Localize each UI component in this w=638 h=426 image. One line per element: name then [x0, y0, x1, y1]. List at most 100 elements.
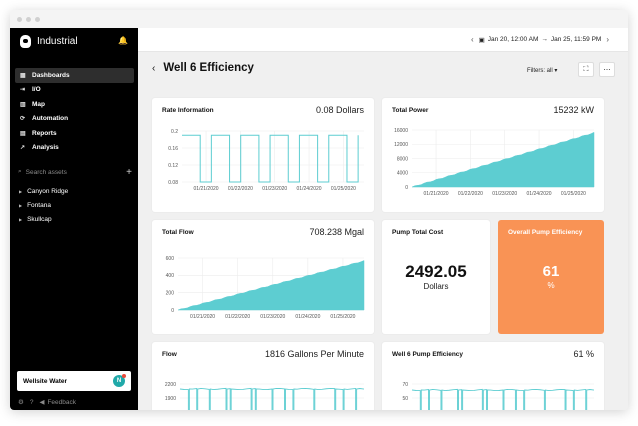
notification-dot: [122, 374, 126, 378]
asset-item[interactable]: ▶ Canyon Ridge: [19, 188, 68, 195]
topbar: ‹ ▣ Jan 20, 12:00 AM → Jan 25, 11:59 PM …: [138, 28, 628, 52]
window-dot: [17, 17, 22, 22]
y-tick-label: 16000: [394, 128, 408, 134]
page-header: ‹ Well 6 Efficiency: [152, 62, 254, 74]
arrow-right-icon: →: [541, 36, 548, 43]
card-flow: Flow 1816 Gallons Per Minute 2200 1900 160…: [152, 342, 374, 410]
big-unit: %: [547, 281, 555, 290]
x-tick-label: 01/23/2020: [492, 191, 517, 197]
big-value: 2492.05: [405, 262, 467, 281]
search-input[interactable]: Search assets: [25, 168, 67, 176]
back-icon[interactable]: ‹: [152, 62, 156, 74]
rate-chart: 0.08 0.12 0.16 0.2 01/21/2020 01/22/2020 01/23…: [168, 129, 364, 192]
x-tick-label: 01/21/2020: [194, 186, 219, 192]
sidebar-item-automation[interactable]: ⟳ Automation: [15, 112, 134, 127]
filters-dropdown[interactable]: Filters: all ▾: [527, 68, 558, 74]
x-tick-label: 01/21/2020: [424, 191, 449, 197]
sidebar-item-io[interactable]: ⇥ I/O: [15, 83, 134, 98]
card-title: Overall Pump Efficiency: [508, 229, 583, 236]
y-tick-label: 0.12: [168, 163, 178, 169]
megaphone-icon[interactable]: ◀: [39, 399, 45, 406]
add-asset-icon[interactable]: +: [126, 166, 132, 178]
sidebar-item-map[interactable]: ▥ Map: [15, 97, 134, 112]
card-title: Flow: [162, 351, 177, 358]
x-tick-label: 01/25/2020: [561, 191, 586, 197]
date-start[interactable]: Jan 20, 12:00 AM: [487, 36, 539, 43]
feedback-link[interactable]: Feedback: [47, 398, 76, 406]
asset-label: Canyon Ridge: [27, 188, 69, 195]
y-tick-label: 0.08: [168, 180, 178, 186]
calendar-icon[interactable]: ▣: [478, 36, 485, 44]
y-tick-label: 600: [166, 256, 175, 262]
x-tick-label: 01/22/2020: [225, 314, 250, 320]
main-content: ‹ ▣ Jan 20, 12:00 AM → Jan 25, 11:59 PM …: [138, 28, 628, 410]
card-value: 0.08 Dollars: [315, 105, 364, 115]
x-tick-label: 01/25/2020: [331, 186, 356, 192]
asset-item[interactable]: ▶ Skullcap: [19, 216, 52, 223]
x-tick-label: 01/21/2020: [190, 314, 215, 320]
caret-right-icon: ▶: [19, 203, 23, 208]
total-flow-chart: 0 200 400 600 01/21/2020 01/22/2020 01/23/2020…: [166, 256, 365, 320]
chevron-right-icon[interactable]: ›: [606, 35, 609, 44]
sidebar-footer: ⚙ ? ◀ Feedback: [18, 398, 82, 407]
help-icon[interactable]: ?: [29, 398, 34, 406]
area-series: [411, 131, 595, 188]
x-tick-label: 01/22/2020: [228, 186, 253, 192]
sidebar-item-analysis[interactable]: ↗ Analysis: [15, 141, 134, 156]
y-tick-label: 200: [166, 290, 175, 296]
page-title: Well 6 Efficiency: [163, 62, 254, 74]
window-dot: [26, 17, 31, 22]
big-unit: Dollars: [423, 282, 449, 291]
card-value: 61 %: [573, 349, 594, 359]
line-series: [411, 388, 595, 410]
grid-icon: ▦: [20, 72, 26, 79]
map-icon: ▥: [20, 101, 26, 108]
fullscreen-button[interactable]: ⛶: [578, 62, 594, 77]
y-tick-label: 12000: [394, 142, 408, 148]
y-tick-label: 0.16: [168, 146, 178, 152]
logo-icon: [20, 35, 31, 48]
sidebar-nav: ▦ Dashboards ⇥ I/O ▥ Map ⟳ Automation ▤ …: [15, 68, 134, 155]
sidebar-item-reports[interactable]: ▤ Reports: [15, 126, 134, 141]
x-tick-label: 01/24/2020: [295, 314, 320, 320]
card-title: Well 6 Pump Efficiency: [392, 351, 464, 358]
date-range: ‹ ▣ Jan 20, 12:00 AM → Jan 25, 11:59 PM …: [466, 35, 614, 44]
y-tick-label: 70: [402, 382, 408, 388]
y-tick-label: 0: [171, 308, 174, 314]
y-tick-label: 4000: [397, 171, 408, 177]
card-total-flow: Total Flow 708.238 Mgal 0 200 400 600 01/21/…: [152, 220, 374, 334]
sidebar-item-label: Dashboards: [32, 71, 70, 79]
app-window: Industrial 🔔 ▦ Dashboards ⇥ I/O ▥ Map ⟳ …: [10, 10, 628, 410]
y-tick-label: 1900: [165, 396, 176, 402]
analysis-icon: ↗: [20, 145, 26, 152]
card-value: 708.238 Mgal: [309, 227, 364, 237]
asset-label: Skullcap: [27, 216, 52, 223]
big-value: 61: [542, 263, 560, 280]
power-chart: 0 4000 8000 12000 16000 01/21/2020 01/22/2020 0…: [394, 128, 595, 197]
x-tick-label: 01/23/2020: [262, 186, 287, 192]
bell-icon[interactable]: 🔔: [118, 36, 128, 45]
y-tick-label: 400: [166, 273, 175, 279]
gear-icon[interactable]: ⚙: [18, 399, 24, 406]
asset-search[interactable]: ⌕ Search assets +: [18, 166, 132, 178]
brand[interactable]: Industrial: [20, 35, 78, 48]
avatar: N: [113, 374, 126, 387]
caret-right-icon: ▶: [19, 189, 23, 194]
card-title: Pump Total Cost: [392, 229, 444, 236]
more-button[interactable]: ⋯: [599, 62, 615, 77]
sidebar-item-label: Analysis: [32, 144, 59, 152]
asset-label: Fontana: [27, 202, 51, 209]
sidebar: Industrial 🔔 ▦ Dashboards ⇥ I/O ▥ Map ⟳ …: [10, 28, 138, 410]
x-tick-label: 01/23/2020: [260, 314, 285, 320]
automation-icon: ⟳: [20, 116, 26, 123]
sidebar-item-dashboards[interactable]: ▦ Dashboards: [15, 68, 134, 83]
chevron-left-icon[interactable]: ‹: [470, 35, 474, 44]
sidebar-item-label: Automation: [32, 115, 69, 123]
y-tick-label: 2200: [165, 382, 176, 388]
date-end[interactable]: Jan 25, 11:59 PM: [550, 36, 602, 43]
asset-item[interactable]: ▶ Fontana: [19, 202, 51, 209]
line-series: [179, 387, 365, 410]
site-selector[interactable]: Wellsite Water N: [17, 371, 131, 391]
